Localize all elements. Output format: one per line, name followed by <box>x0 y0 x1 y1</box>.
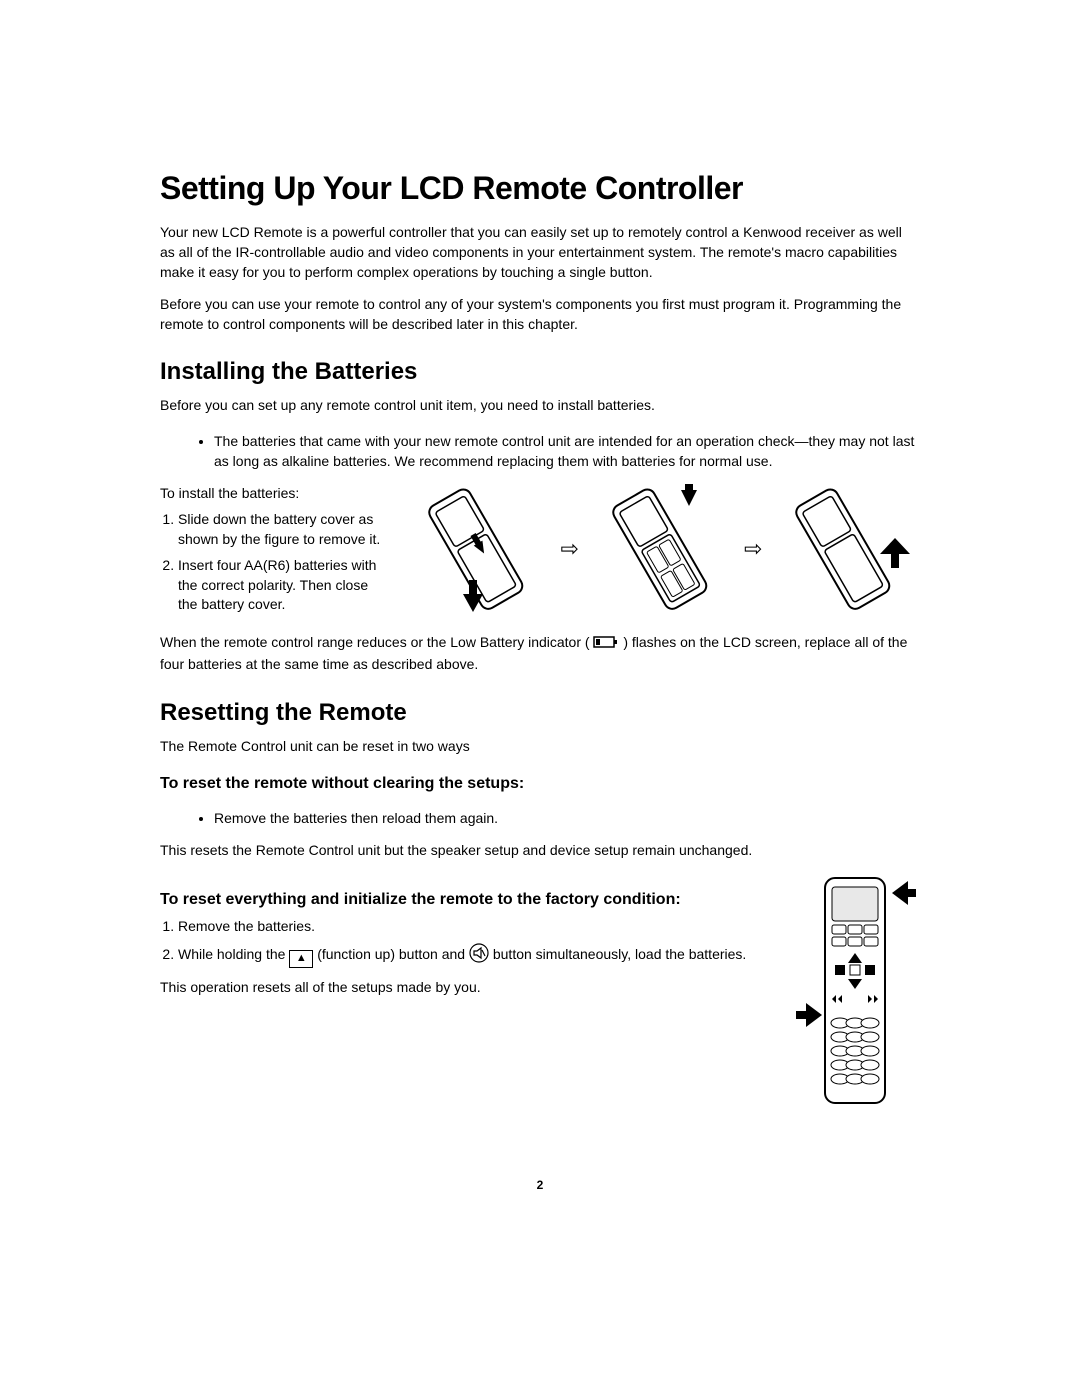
page-title: Setting Up Your LCD Remote Controller <box>160 170 920 207</box>
install-steps-lead: To install the batteries: <box>160 484 385 504</box>
resetting-heading: Resetting the Remote <box>160 699 920 727</box>
mute-button-icon <box>469 943 489 969</box>
install-step-1: Slide down the battery cover as shown by… <box>178 510 385 550</box>
low-battery-icon <box>593 635 619 655</box>
reset-sub2-after: This operation resets all of the setups … <box>160 978 770 998</box>
install-step-2: Insert four AA(R6) batteries with the co… <box>178 556 385 616</box>
reset-sub1-list: Remove the batteries then reload them ag… <box>174 809 920 829</box>
reset-intro: The Remote Control unit can be reset in … <box>160 737 920 757</box>
function-up-button-icon: ▲ <box>289 950 313 968</box>
intro-paragraph-2: Before you can use your remote to contro… <box>160 295 920 335</box>
reset-step2-text-c: button simultaneously, load the batterie… <box>493 946 746 962</box>
install-before: Before you can set up any remote control… <box>160 396 920 416</box>
reset-sub2-heading: To reset everything and initialize the r… <box>160 891 770 909</box>
install-bullet-list: The batteries that came with your new re… <box>174 432 920 472</box>
low-battery-text-a: When the remote control range reduces or… <box>160 634 593 650</box>
sequence-arrow-2: ⇨ <box>744 536 762 562</box>
reset-sub1-bullet: Remove the batteries then reload them ag… <box>214 809 920 829</box>
reset-sub2-step2: While holding the ▲ (function up) button… <box>178 943 770 969</box>
reset-sub1-heading: To reset the remote without clearing the… <box>160 775 920 793</box>
sequence-arrow-1: ⇨ <box>561 536 579 562</box>
remote-figure-step1 <box>403 484 553 614</box>
remote-figure-step2 <box>587 484 737 614</box>
reset-sub2-steps: Remove the batteries. While holding the … <box>178 917 770 969</box>
reset-step2-text-b: (function up) button and <box>317 946 469 962</box>
low-battery-paragraph: When the remote control range reduces or… <box>160 633 920 675</box>
installing-heading: Installing the Batteries <box>160 358 920 386</box>
remote-figure-step3 <box>770 484 920 614</box>
reset-sub2-step1: Remove the batteries. <box>178 917 770 937</box>
page-number: 2 <box>160 1178 920 1192</box>
reset-figure <box>790 873 920 1118</box>
install-steps-list: Slide down the battery cover as shown by… <box>178 510 385 615</box>
reset-sub1-after: This resets the Remote Control unit but … <box>160 841 920 861</box>
manual-page: Setting Up Your LCD Remote Controller Yo… <box>160 0 920 1272</box>
install-bullet-1: The batteries that came with your new re… <box>214 432 920 472</box>
reset-step2-text-a: While holding the <box>178 946 289 962</box>
install-steps-column: To install the batteries: Slide down the… <box>160 484 385 621</box>
install-figure-column: ⇨ ⇨ <box>403 484 920 614</box>
intro-paragraph-1: Your new LCD Remote is a powerful contro… <box>160 223 920 283</box>
